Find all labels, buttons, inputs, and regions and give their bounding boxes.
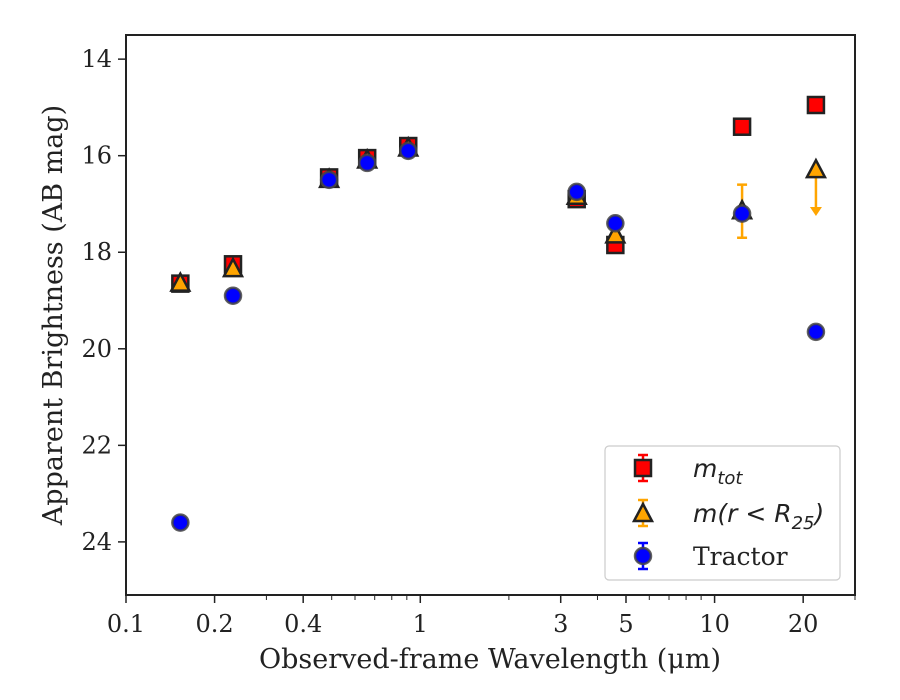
legend-item-tractor: Tractor [633,541,788,571]
x-tick-label: 0.2 [196,610,234,638]
x-axis-ticks: 0.1 0.2 0.4 1 3 5 10 20 [107,595,856,638]
series-layer [169,95,828,532]
y-tick-label: 20 [81,335,112,363]
y-tick-label: 18 [81,238,112,266]
y-tick-label: 16 [81,142,112,170]
y-tick-label: 24 [81,528,112,556]
x-tick-label: 0.1 [107,610,145,638]
x-axis-label: Observed-frame Wavelength (μm) [259,644,721,675]
legend-marker-mtot [633,458,653,478]
legend-label-mr25: m(r < R25) [693,499,824,534]
x-tick-label: 1 [413,610,428,638]
y-tick-label: 22 [81,431,112,459]
data-point-mr25 [604,222,627,244]
legend-label-mtot: mtot [693,454,743,489]
x-tick-label: 20 [788,610,819,638]
data-point-tractor [223,286,243,305]
data-point-mr25 [169,270,192,292]
data-point-tractor [357,153,377,173]
upper-limit-arrow [809,207,822,217]
data-point-mr25 [221,256,245,278]
data-point-tractor [319,170,339,190]
data-point-tractor [732,204,752,223]
legend: mtot m(r < R25) Tractor [604,445,841,581]
data-point-mtot [806,95,826,115]
data-point-mtot [732,117,752,136]
y-tick-label: 14 [81,45,112,73]
data-point-tractor [806,322,826,342]
y-axis-ticks: 14 16 18 20 22 24 [81,45,126,556]
x-tick-label: 5 [618,610,633,638]
x-tick-label: 10 [699,610,730,638]
legend-item-mtot: mtot [633,453,743,489]
data-point-tractor [567,182,586,202]
data-point-tractor [171,513,190,532]
y-axis-label: Apparent Brightness (AB mag) [38,105,69,526]
legend-marker-tractor [633,546,653,566]
x-tick-label: 3 [553,610,568,638]
data-point-tractor [606,214,625,233]
series-tractor [171,141,826,532]
legend-item-mr25: m(r < R25) [631,498,824,534]
data-point-mr25 [804,157,828,179]
data-point-tractor [398,141,418,161]
x-tick-label: 0.4 [284,610,322,638]
plot-frame [125,34,856,596]
legend-label-tractor: Tractor [693,542,788,571]
legend-marker-mr25 [631,501,655,523]
legend-box [604,445,841,581]
